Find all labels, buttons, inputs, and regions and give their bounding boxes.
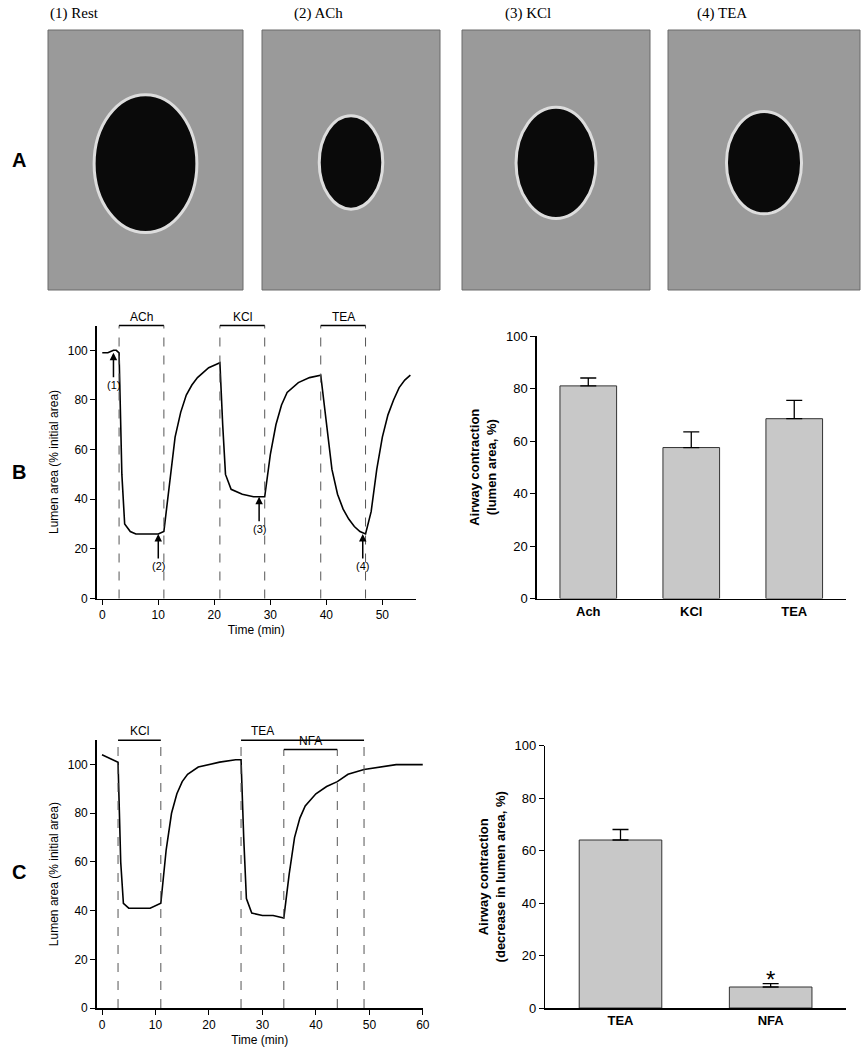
svg-text:60: 60 xyxy=(513,434,527,449)
svg-text:80: 80 xyxy=(522,791,536,806)
svg-text:40: 40 xyxy=(513,486,527,501)
svg-text:80: 80 xyxy=(74,806,88,820)
svg-text:100: 100 xyxy=(506,329,528,344)
svg-text:ACh: ACh xyxy=(130,310,153,324)
svg-text:60: 60 xyxy=(416,1018,430,1032)
svg-text:100: 100 xyxy=(68,344,88,358)
svg-text:0: 0 xyxy=(99,1018,106,1032)
svg-text:C: C xyxy=(12,861,26,883)
svg-text:(2) ACh: (2) ACh xyxy=(294,5,343,22)
svg-text:0: 0 xyxy=(520,591,527,606)
svg-text:NFA: NFA xyxy=(758,1013,785,1028)
svg-text:40: 40 xyxy=(74,492,88,506)
svg-text:10: 10 xyxy=(149,1018,163,1032)
svg-text:100: 100 xyxy=(68,758,88,772)
svg-text:Time (min): Time (min) xyxy=(228,623,285,637)
svg-text:20: 20 xyxy=(74,542,88,556)
svg-text:Airway contraction(lumen area,: Airway contraction(lumen area, %) xyxy=(467,409,499,526)
svg-text:40: 40 xyxy=(320,608,334,622)
svg-text:0: 0 xyxy=(99,608,106,622)
svg-text:TEA: TEA xyxy=(781,604,808,619)
svg-text:80: 80 xyxy=(74,393,88,407)
svg-text:NFA: NFA xyxy=(299,734,322,748)
svg-text:KCl: KCl xyxy=(233,310,252,324)
svg-text:KCl: KCl xyxy=(680,604,702,619)
svg-text:30: 30 xyxy=(264,608,278,622)
svg-text:20: 20 xyxy=(208,608,222,622)
svg-text:60: 60 xyxy=(74,855,88,869)
svg-text:(1) Rest: (1) Rest xyxy=(50,5,99,22)
svg-text:TEA: TEA xyxy=(607,1013,634,1028)
svg-text:(4) TEA: (4) TEA xyxy=(697,5,747,22)
svg-text:(4): (4) xyxy=(356,560,369,572)
svg-text:TEA: TEA xyxy=(251,724,274,738)
svg-text:0: 0 xyxy=(81,1001,88,1015)
svg-text:*: * xyxy=(766,966,775,993)
svg-text:60: 60 xyxy=(74,443,88,457)
svg-text:Time (min): Time (min) xyxy=(231,1033,288,1047)
svg-text:20: 20 xyxy=(202,1018,216,1032)
svg-text:20: 20 xyxy=(522,948,536,963)
svg-text:60: 60 xyxy=(522,843,536,858)
svg-text:0: 0 xyxy=(81,592,88,606)
svg-text:(3): (3) xyxy=(253,523,266,535)
svg-text:(3) KCl: (3) KCl xyxy=(505,5,551,22)
svg-text:100: 100 xyxy=(515,738,537,753)
svg-text:KCl: KCl xyxy=(130,724,149,738)
svg-text:40: 40 xyxy=(74,904,88,918)
svg-text:0: 0 xyxy=(529,1001,536,1016)
svg-text:A: A xyxy=(12,149,26,171)
svg-text:10: 10 xyxy=(152,608,166,622)
svg-text:40: 40 xyxy=(522,896,536,911)
svg-text:(2): (2) xyxy=(152,560,165,572)
svg-text:Lumen area (% initial area): Lumen area (% initial area) xyxy=(47,802,61,946)
svg-text:50: 50 xyxy=(363,1018,377,1032)
svg-text:TEA: TEA xyxy=(332,310,355,324)
svg-text:20: 20 xyxy=(74,953,88,967)
svg-text:Lumen area (% initial area): Lumen area (% initial area) xyxy=(47,390,61,534)
svg-text:Ach: Ach xyxy=(576,604,601,619)
svg-text:50: 50 xyxy=(376,608,390,622)
svg-text:Airway contraction(decrease in: Airway contraction(decrease in lumen are… xyxy=(476,791,508,962)
svg-text:B: B xyxy=(12,461,26,483)
svg-text:80: 80 xyxy=(513,381,527,396)
svg-text:20: 20 xyxy=(513,539,527,554)
svg-text:40: 40 xyxy=(309,1018,323,1032)
svg-text:30: 30 xyxy=(256,1018,270,1032)
svg-text:(1): (1) xyxy=(107,379,120,391)
